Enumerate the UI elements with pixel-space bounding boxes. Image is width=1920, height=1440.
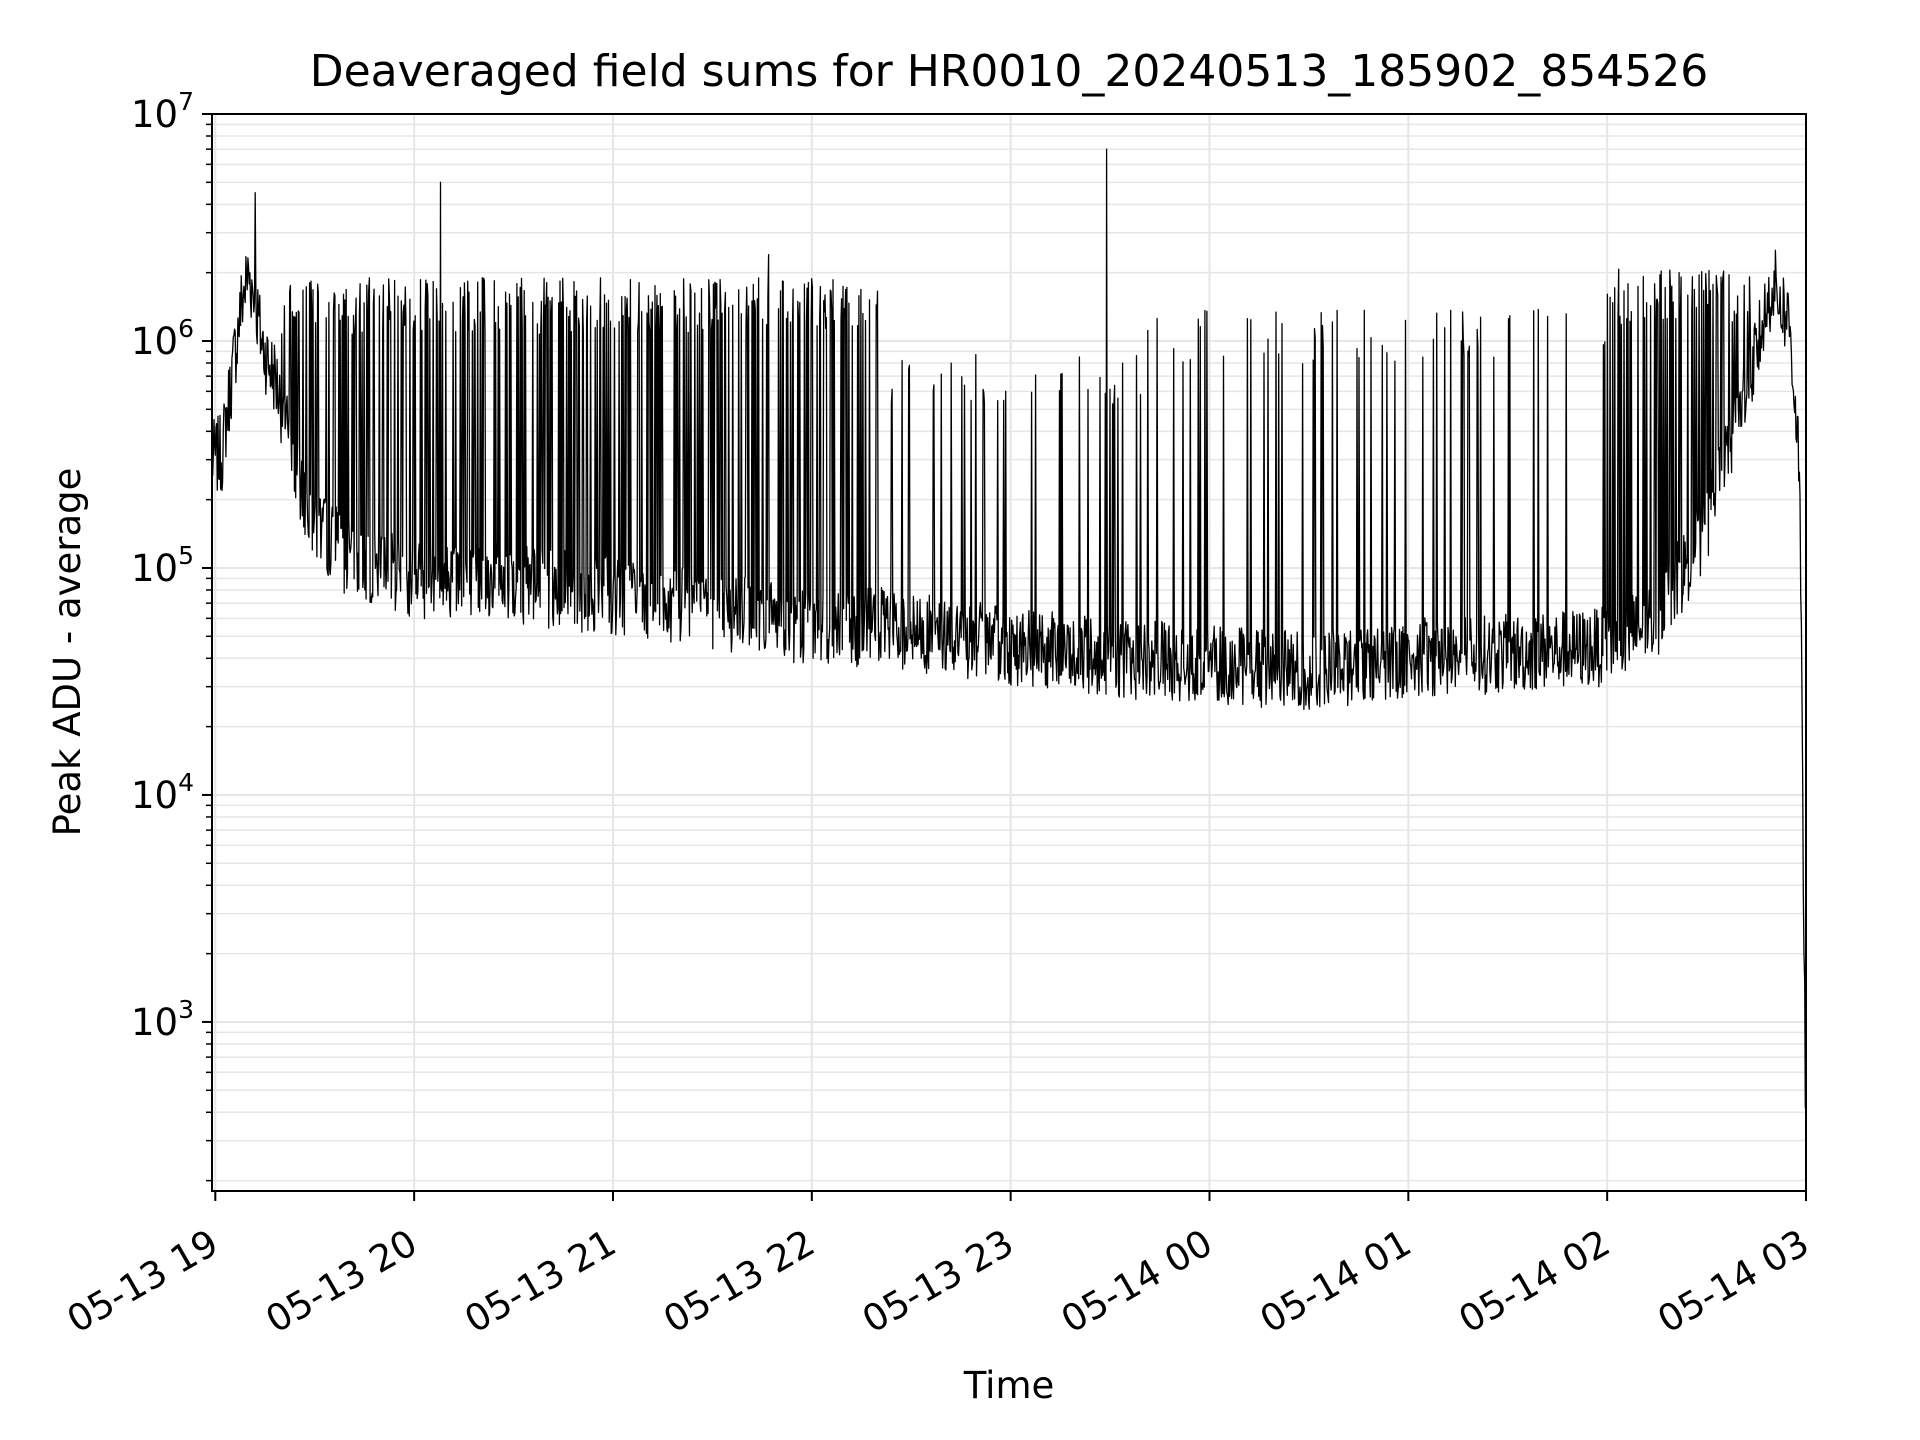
x-tick-label: 05-13 22	[656, 1221, 822, 1341]
y-tick-label: 103	[131, 995, 194, 1044]
chart-title: Deaveraged field sums for HR0010_2024051…	[310, 46, 1709, 97]
y-tick-label: 104	[131, 768, 194, 817]
y-axis-label: Peak ADU - average	[46, 468, 89, 837]
x-tick-label: 05-14 03	[1651, 1221, 1817, 1341]
x-axis-label: Time	[963, 1364, 1055, 1407]
x-tick-label: 05-13 19	[60, 1221, 226, 1341]
y-tick-label: 105	[131, 541, 194, 590]
x-axis: 05-13 19 05-13 20 05-13 21 05-13 22 05-13 23…	[60, 1191, 1816, 1342]
x-tick-label: 05-14 02	[1452, 1221, 1618, 1341]
x-tick-label: 05-14 01	[1253, 1221, 1419, 1341]
x-tick-label: 05-13 23	[855, 1221, 1021, 1341]
y-tick-label: 106	[131, 314, 194, 363]
x-tick-label: 05-13 20	[259, 1221, 425, 1341]
x-tick-label: 05-14 00	[1054, 1221, 1220, 1341]
plot-frame	[211, 113, 1807, 1192]
y-axis: 103 104 105 106 107	[131, 87, 212, 1182]
y-tick-label: 107	[131, 87, 194, 136]
x-tick-label: 05-13 21	[458, 1221, 624, 1341]
plot-area	[211, 148, 1807, 1109]
data-series-line	[211, 148, 1807, 1109]
